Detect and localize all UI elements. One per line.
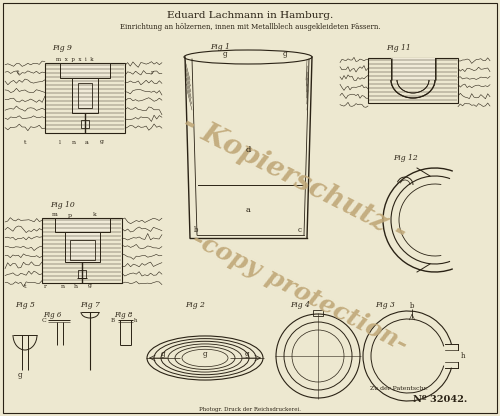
Text: h: h — [134, 317, 138, 322]
Text: Fig 8: Fig 8 — [114, 311, 132, 319]
Bar — [70, 240, 95, 260]
Text: Fig 6: Fig 6 — [43, 311, 61, 319]
Text: h: h — [461, 352, 465, 360]
Text: Fig 7: Fig 7 — [80, 301, 100, 309]
Text: b: b — [194, 226, 198, 234]
Text: g: g — [88, 283, 92, 289]
Text: p: p — [68, 213, 72, 218]
Text: l: l — [59, 139, 61, 144]
Text: a: a — [246, 206, 250, 214]
Text: d: d — [246, 146, 250, 154]
Text: t: t — [24, 283, 26, 289]
Text: n: n — [61, 283, 65, 289]
Text: B: B — [111, 317, 115, 322]
Text: -copy protection-: -copy protection- — [188, 227, 412, 357]
Text: g: g — [203, 350, 207, 358]
Text: Fig 3: Fig 3 — [375, 301, 395, 309]
Text: g: g — [245, 350, 249, 358]
Text: a: a — [85, 139, 89, 144]
Bar — [368, 58, 458, 103]
Text: Nº 32042.: Nº 32042. — [413, 396, 467, 404]
Text: - Kopierschutz -: - Kopierschutz - — [178, 110, 412, 246]
Text: m: m — [52, 213, 58, 218]
Bar — [55, 218, 110, 232]
Text: h: h — [74, 283, 78, 289]
Text: g: g — [18, 371, 22, 379]
Bar — [60, 63, 110, 78]
Text: t: t — [24, 139, 26, 144]
Text: g: g — [161, 350, 165, 358]
Text: g: g — [283, 50, 287, 58]
Text: Einrichtung an hölzernen, innen mit Metallblech ausgekleideten Fässern.: Einrichtung an hölzernen, innen mit Meta… — [120, 23, 380, 31]
Bar — [81, 120, 89, 128]
Bar — [78, 83, 92, 108]
Text: b: b — [410, 302, 414, 310]
Text: c: c — [298, 226, 302, 234]
Text: Zu der Patentschr.: Zu der Patentschr. — [370, 386, 428, 391]
Text: Fig 9: Fig 9 — [52, 44, 72, 52]
Text: C: C — [42, 317, 46, 322]
Text: Photogr. Druck der Reichsdruckerei.: Photogr. Druck der Reichsdruckerei. — [199, 408, 301, 413]
Bar — [65, 232, 100, 262]
Text: Fig 5: Fig 5 — [15, 301, 35, 309]
Text: Fig 11: Fig 11 — [386, 44, 410, 52]
Bar — [72, 78, 98, 113]
Text: Fig 1: Fig 1 — [210, 43, 230, 51]
Text: g: g — [100, 139, 104, 144]
Text: Fig 10: Fig 10 — [50, 201, 74, 209]
Text: Fig 12: Fig 12 — [393, 154, 418, 162]
Text: t: t — [17, 69, 19, 74]
Bar — [78, 270, 86, 278]
Bar — [45, 63, 125, 133]
Text: r: r — [44, 283, 46, 289]
Bar — [391, 58, 435, 80]
Text: n: n — [72, 139, 76, 144]
Text: Fig 2: Fig 2 — [185, 301, 205, 309]
Text: k: k — [93, 213, 97, 218]
Text: r: r — [150, 69, 154, 74]
Bar — [313, 310, 323, 316]
Text: g: g — [223, 50, 227, 58]
Text: Eduard Lachmann in Hamburg.: Eduard Lachmann in Hamburg. — [167, 12, 333, 20]
Text: Fig 4: Fig 4 — [290, 301, 310, 309]
Bar — [42, 218, 122, 283]
Text: m  x  p  x  i  k: m x p x i k — [56, 57, 94, 62]
